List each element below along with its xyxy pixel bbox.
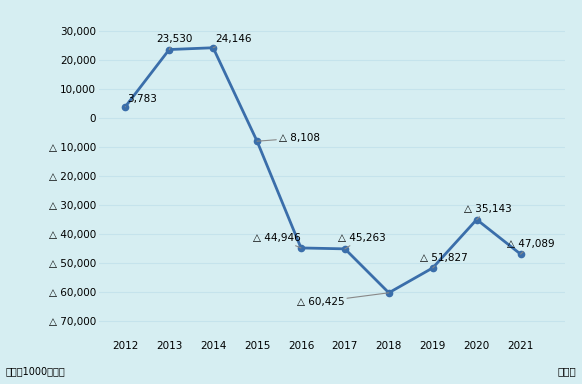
Text: 24,146: 24,146 xyxy=(213,34,252,48)
Text: 3,783: 3,783 xyxy=(125,94,157,107)
Text: △ 35,143: △ 35,143 xyxy=(463,204,511,220)
Text: 重量（1000トン）: 重量（1000トン） xyxy=(6,366,66,376)
Text: △ 45,263: △ 45,263 xyxy=(338,233,386,249)
Text: △ 47,089: △ 47,089 xyxy=(508,239,555,254)
Text: △ 51,827: △ 51,827 xyxy=(420,253,467,268)
Text: （年）: （年） xyxy=(558,366,576,376)
Text: △ 8,108: △ 8,108 xyxy=(257,133,320,143)
Text: 23,530: 23,530 xyxy=(156,35,193,50)
Text: △ 44,946: △ 44,946 xyxy=(253,233,301,248)
Text: △ 60,425: △ 60,425 xyxy=(297,293,389,307)
